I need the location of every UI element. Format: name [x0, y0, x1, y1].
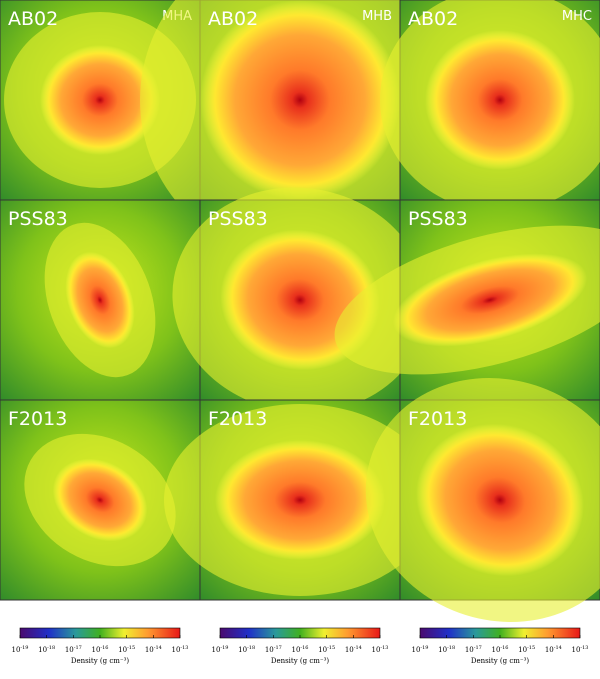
tick-exponent: -16 — [100, 645, 108, 651]
tick-exponent: -19 — [420, 645, 428, 651]
colorbar-tick-label: 10-13 — [572, 645, 589, 654]
cloud — [416, 423, 584, 577]
tick-base: 10 — [572, 646, 581, 654]
row-label: F2013 — [208, 408, 267, 430]
tick-base: 10 — [12, 646, 21, 654]
tick-exponent: -19 — [20, 645, 28, 651]
tick-base: 10 — [38, 646, 47, 654]
colorbar-tick-label: 10-19 — [412, 645, 429, 654]
density-map: F2013 — [164, 399, 436, 601]
density-map: F2013 — [365, 378, 600, 622]
tick-exponent: -14 — [154, 645, 162, 651]
row-label: PSS83 — [408, 208, 468, 230]
cloud — [425, 30, 575, 170]
tick-base: 10 — [492, 646, 501, 654]
row-label: AB02 — [8, 8, 58, 30]
tick-base: 10 — [345, 646, 354, 654]
colorbar-tick-label: 10-17 — [265, 645, 282, 654]
density-map: F2013 — [0, 399, 201, 601]
row-label: PSS83 — [208, 208, 268, 230]
tick-base: 10 — [238, 646, 247, 654]
density-map: AB02 MHB — [140, 0, 460, 260]
cloud — [65, 251, 135, 349]
colorbar-tick-label: 10-15 — [118, 645, 135, 654]
tick-exponent: -15 — [127, 645, 135, 651]
colorbar-tick-label: 10-13 — [172, 645, 189, 654]
colorbar-tick-label: 10-13 — [372, 645, 389, 654]
cloud — [215, 440, 385, 560]
tick-exponent: -13 — [180, 645, 188, 651]
tick-exponent: -19 — [220, 645, 228, 651]
density-map: PSS83 — [0, 199, 201, 401]
cloud — [52, 458, 148, 542]
tick-base: 10 — [92, 646, 101, 654]
tick-base: 10 — [518, 646, 527, 654]
colorbar-tick-label: 10-15 — [318, 645, 335, 654]
column-label: MHB — [362, 9, 392, 24]
tick-exponent: -18 — [247, 645, 255, 651]
tick-exponent: -15 — [327, 645, 335, 651]
row-label: F2013 — [408, 408, 467, 430]
colorbar-tick-label: 10-14 — [545, 645, 562, 654]
tick-base: 10 — [412, 646, 421, 654]
cloud — [40, 45, 160, 155]
density-map: PSS83 — [334, 199, 600, 401]
colorbar-tick-label: 10-17 — [65, 645, 82, 654]
row-label: AB02 — [408, 8, 458, 30]
tick-base: 10 — [172, 646, 181, 654]
column-label: MHC — [562, 9, 592, 24]
cloud — [392, 253, 588, 347]
colorbar-label: Density (g cm⁻³) — [71, 657, 130, 665]
tick-exponent: -17 — [474, 645, 482, 651]
cloud — [200, 0, 400, 200]
row-label: PSS83 — [8, 208, 68, 230]
tick-base: 10 — [438, 646, 447, 654]
tick-exponent: -15 — [527, 645, 535, 651]
colorbar-label: Density (g cm⁻³) — [471, 657, 530, 665]
colorbar-tick-label: 10-16 — [492, 645, 509, 654]
tick-base: 10 — [118, 646, 127, 654]
colorbar-tick-label: 10-17 — [465, 645, 482, 654]
tick-exponent: -14 — [554, 645, 562, 651]
density-map: AB02 MHC — [380, 0, 600, 212]
tick-base: 10 — [465, 646, 474, 654]
tick-exponent: -18 — [447, 645, 455, 651]
colorbar-tick-label: 10-16 — [92, 645, 109, 654]
tick-base: 10 — [372, 646, 381, 654]
tick-exponent: -16 — [300, 645, 308, 651]
tick-exponent: -17 — [274, 645, 282, 651]
colorbar-tick-label: 10-18 — [438, 645, 455, 654]
tick-base: 10 — [545, 646, 554, 654]
colorbar-label: Density (g cm⁻³) — [271, 657, 330, 665]
tick-base: 10 — [265, 646, 274, 654]
colorbar-tick-label: 10-15 — [518, 645, 535, 654]
colorbar-tick-label: 10-19 — [12, 645, 29, 654]
colorbar-tick-label: 10-19 — [212, 645, 229, 654]
colorbar-tick-label: 10-16 — [292, 645, 309, 654]
tick-exponent: -14 — [354, 645, 362, 651]
colorbar-tick-label: 10-18 — [238, 645, 255, 654]
tick-exponent: -16 — [500, 645, 508, 651]
row-label: F2013 — [8, 408, 67, 430]
tick-exponent: -17 — [74, 645, 82, 651]
tick-base: 10 — [65, 646, 74, 654]
tick-base: 10 — [292, 646, 301, 654]
tick-exponent: -13 — [380, 645, 388, 651]
colorbar-tick-label: 10-14 — [145, 645, 162, 654]
tick-base: 10 — [212, 646, 221, 654]
colorbar-tick-label: 10-14 — [345, 645, 362, 654]
tick-exponent: -13 — [580, 645, 588, 651]
colorbar-tick-label: 10-18 — [38, 645, 55, 654]
tick-base: 10 — [145, 646, 154, 654]
tick-base: 10 — [318, 646, 327, 654]
tick-exponent: -18 — [47, 645, 55, 651]
row-label: AB02 — [208, 8, 258, 30]
